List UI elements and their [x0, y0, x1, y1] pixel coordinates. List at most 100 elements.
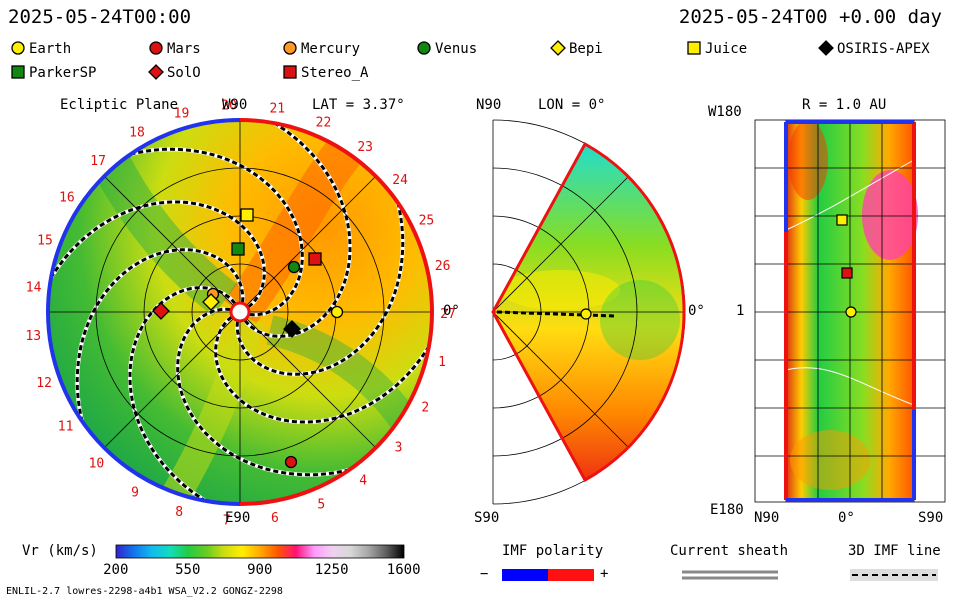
- spiral-line-dash: [48, 200, 266, 337]
- imf-title: IMF polarity: [502, 543, 604, 559]
- square-marker-icon: [11, 65, 25, 79]
- rotation-label: 12: [36, 376, 52, 391]
- juice-marker: [240, 208, 254, 222]
- rotation-label: 9: [131, 486, 139, 501]
- circle-marker-icon: [417, 41, 431, 55]
- ecliptic-rim-west: [239, 118, 434, 506]
- colorbar: [115, 544, 405, 559]
- osiris-apex-marker: [283, 320, 301, 338]
- sphere-map: [754, 119, 946, 503]
- circle-marker-icon: [149, 41, 163, 55]
- ecliptic-title: Ecliptic Plane: [60, 97, 179, 113]
- ecliptic-objects: [152, 208, 344, 469]
- colorbar-tick-label: 900: [247, 562, 273, 578]
- rotation-labels: 20 21222324252627123456789101112131415161…: [25, 98, 455, 528]
- rotation-label: 5: [317, 498, 325, 513]
- imf-minus: −: [480, 566, 489, 582]
- diamond-marker-icon: [818, 40, 834, 56]
- ecliptic-bottom-label: E90: [225, 510, 251, 526]
- imf-positive-bar: [548, 569, 594, 581]
- rotation-label: 10: [89, 457, 105, 472]
- legend-item-osiris-apex: OSIRIS-APEX: [818, 40, 930, 57]
- legend-label: SolO: [167, 65, 201, 81]
- rotation-label: 25: [419, 214, 435, 229]
- rotation-label: 18: [129, 125, 145, 140]
- ecliptic-right-label: 0°: [443, 303, 460, 319]
- imf-plus: +: [600, 566, 609, 582]
- meridional-bottom-label: S90: [474, 510, 500, 526]
- meridional-features: [500, 270, 680, 360]
- spiral-line-dash: [214, 287, 432, 424]
- sphere-juice-marker: [836, 214, 848, 226]
- solo-marker: [152, 302, 170, 320]
- legend-item-venus: Venus: [416, 40, 477, 57]
- legend-label: Earth: [29, 41, 72, 57]
- spiral-line-dash: [75, 248, 245, 481]
- meridional-earth-marker: [580, 308, 592, 320]
- rotation-label: 7: [223, 514, 231, 529]
- stereo-a-marker: [308, 252, 322, 266]
- diamond-marker-icon: [148, 64, 164, 80]
- legend-label: Mercury: [301, 41, 361, 57]
- circle-marker-icon: [283, 41, 297, 55]
- rotation-label: 13: [25, 329, 41, 344]
- meridional-rim: [491, 141, 686, 483]
- rotation-label: 6: [271, 511, 279, 526]
- bepi-marker: [202, 293, 220, 311]
- diamond-marker-icon: [550, 40, 566, 56]
- imf-line-swatch: [850, 569, 938, 581]
- meridional-imf-line: [496, 310, 616, 318]
- sphere-x-left: N90: [754, 510, 780, 526]
- spiral-line-dash: [128, 286, 265, 504]
- imf3d-title: 3D IMF line: [848, 543, 941, 559]
- imf-negative-bar: [502, 569, 548, 581]
- circle-marker-icon: [11, 41, 25, 55]
- rotation-label: 2: [421, 400, 429, 415]
- legend-label: OSIRIS-APEX: [837, 41, 930, 57]
- spiral-line-dash: [71, 147, 304, 317]
- rotation-label: 11: [58, 419, 74, 434]
- rotation-label: 3: [395, 441, 403, 456]
- sphere-x-right: S90: [918, 510, 944, 526]
- square-marker-icon: [283, 65, 297, 79]
- legend-label: Venus: [435, 41, 478, 57]
- legend-item-earth: Earth: [10, 40, 71, 57]
- meridional-top-label: N90: [476, 97, 502, 113]
- rotation-label: 19: [174, 106, 190, 121]
- mars-marker: [284, 455, 298, 469]
- sheath-title: Current sheath: [670, 543, 789, 559]
- imf-spirals: [48, 120, 432, 504]
- rotation-label: 21: [269, 101, 285, 116]
- rotation-label: 23: [357, 140, 373, 155]
- rotation-label: 26: [435, 259, 451, 274]
- colorbar-label: Vr (km/s): [22, 543, 98, 559]
- spiral-line-dash: [176, 307, 409, 477]
- colorbar-tick-label: 550: [175, 562, 201, 578]
- sphere-x-mid: 0°: [838, 510, 855, 526]
- legend-item-stereo-a: Stereo_A: [282, 64, 368, 81]
- rotation-label: 20: [221, 98, 237, 113]
- ecliptic-top-label: W90: [222, 97, 248, 113]
- ecliptic-lat: LAT = 3.37°: [312, 97, 405, 113]
- legend-label: Mars: [167, 41, 201, 57]
- rotation-label: 24: [392, 173, 408, 188]
- ecliptic-rim-east: [46, 118, 241, 506]
- colorbar-tick-label: 1600: [386, 562, 421, 578]
- legend-item-mercury: Mercury: [282, 40, 360, 57]
- footer-text: ENLIL-2.7 lowres-2298-a4b1 WSA_V2.2 GONG…: [6, 586, 283, 597]
- meridional-right-label: 0°: [688, 303, 705, 319]
- colorbar-tick-label: 200: [103, 562, 129, 578]
- sphere-bottom-label: E180: [710, 502, 744, 518]
- meridional-title: LON = 0°: [538, 97, 606, 113]
- legend-label: Stereo_A: [301, 65, 369, 81]
- legend-label: ParkerSP: [29, 65, 97, 81]
- legend-item-mars: Mars: [148, 40, 201, 57]
- legend-item-bepi: Bepi: [550, 40, 603, 57]
- square-marker-icon: [687, 41, 701, 55]
- legend-label: Bepi: [569, 41, 603, 57]
- rotation-label: 15: [37, 234, 53, 249]
- meridional-plane: [491, 119, 686, 505]
- sphere-title: R = 1.0 AU: [802, 97, 887, 113]
- rotation-label: 16: [59, 191, 75, 206]
